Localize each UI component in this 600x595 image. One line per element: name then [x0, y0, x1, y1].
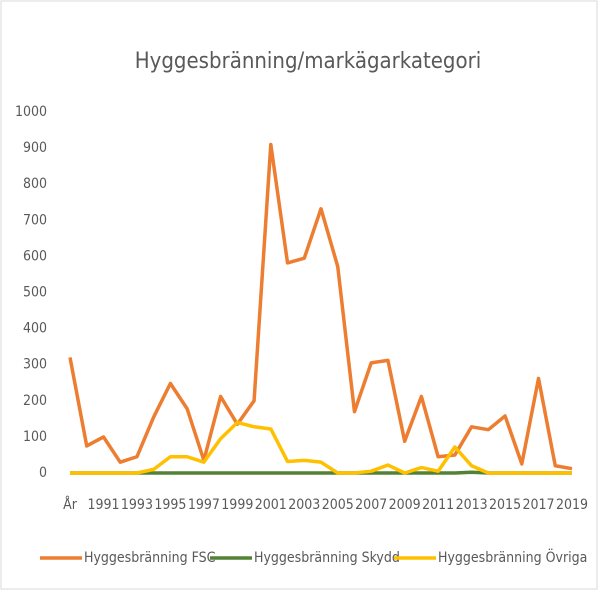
line-series [68, 142, 573, 471]
x-tick-label: 1991 [87, 497, 119, 513]
x-tick-label: 1997 [188, 497, 220, 513]
chart-title: Hyggesbränning/markägarkategori [135, 49, 481, 74]
x-tick-label: År [63, 496, 78, 513]
legend-label: Hyggesbränning FSC [84, 550, 216, 566]
y-tick-label: 300 [23, 357, 47, 373]
x-tick-label: 2007 [355, 497, 387, 513]
x-tick-label: 2013 [456, 497, 488, 513]
y-tick-label: 200 [23, 393, 47, 409]
y-tick-label: 100 [23, 429, 47, 445]
legend-label: Hyggesbränning Övriga [438, 548, 587, 566]
x-tick-label: 1999 [221, 497, 253, 513]
y-tick-label: 500 [23, 285, 47, 301]
y-tick-label: 400 [23, 321, 47, 337]
x-tick-label: 2003 [288, 497, 320, 513]
y-tick-label: 600 [23, 248, 47, 264]
line-series [70, 420, 572, 475]
y-tick-label: 700 [23, 212, 47, 228]
x-tick-label: 2001 [255, 497, 287, 513]
x-tick-label: 1993 [121, 497, 153, 513]
y-tick-label: 800 [23, 176, 47, 192]
x-tick-label: 2011 [422, 497, 454, 513]
x-tick-label: 2017 [523, 497, 555, 513]
y-tick-label: 0 [39, 465, 47, 481]
x-tick-label: 2019 [556, 497, 588, 513]
x-tick-label: 1995 [154, 497, 186, 513]
legend-label: Hyggesbränning Skydd [254, 550, 400, 566]
x-tick-label: 2005 [322, 497, 354, 513]
x-tick-label: 2015 [489, 497, 521, 513]
x-tick-label: 2009 [389, 497, 421, 513]
y-tick-label: 900 [23, 140, 47, 156]
y-tick-label: 1000 [15, 104, 47, 120]
